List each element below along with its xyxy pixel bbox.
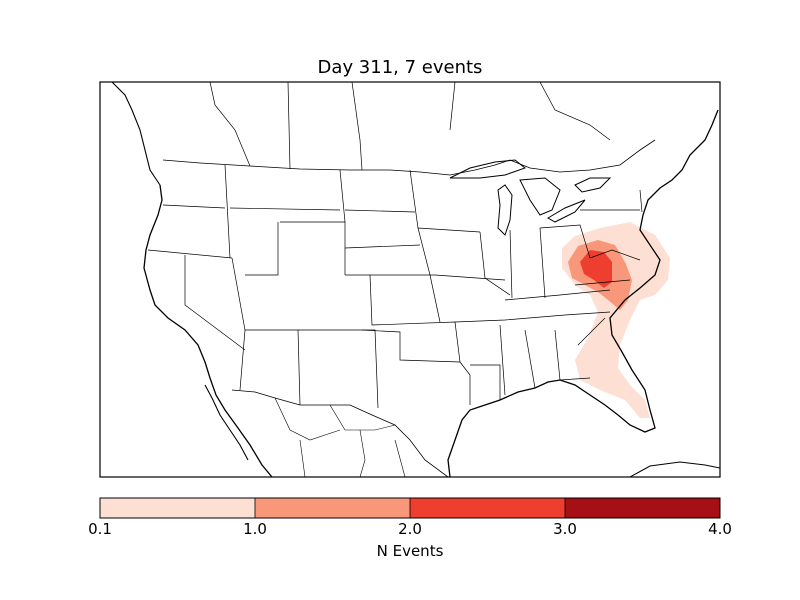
lake-superior — [449, 159, 527, 179]
colorbar-tick: 0.1 — [88, 520, 112, 538]
lake-ontario — [574, 177, 612, 193]
colorbar — [99, 497, 721, 519]
cuba-coastline — [629, 461, 720, 477]
colorbar-tick: 1.0 — [243, 520, 267, 538]
lake-huron — [519, 177, 561, 216]
density-level-3 — [580, 250, 612, 288]
colorbar-segment — [565, 498, 720, 518]
state-borders — [147, 164, 643, 409]
lake-michigan — [497, 184, 513, 236]
coastline-nw — [111, 82, 161, 186]
coastline-atlantic — [609, 109, 719, 411]
colorbar-tick: 2.0 — [398, 520, 422, 538]
colorbar-tick: 3.0 — [553, 520, 577, 538]
map-boundaries — [111, 82, 720, 477]
colorbar-label: N Events — [376, 542, 444, 560]
colorbar-segment — [255, 498, 410, 518]
lake-erie — [547, 199, 586, 223]
map-frame — [99, 81, 721, 478]
province-borders — [209, 82, 611, 171]
map-title: Day 311, 7 events — [317, 57, 483, 78]
colorbar-segment — [410, 498, 565, 518]
coastline-west — [143, 184, 273, 477]
density-contours — [562, 222, 670, 418]
border-us-mexico — [231, 389, 449, 477]
colorbar-tick: 4.0 — [708, 520, 732, 538]
mexico-state-borders — [274, 397, 406, 477]
coastline-gulf — [447, 379, 656, 477]
coastline-baja — [204, 384, 249, 461]
colorbar-segment — [100, 498, 255, 518]
border-us-canada — [162, 139, 656, 176]
map-content — [111, 82, 720, 477]
